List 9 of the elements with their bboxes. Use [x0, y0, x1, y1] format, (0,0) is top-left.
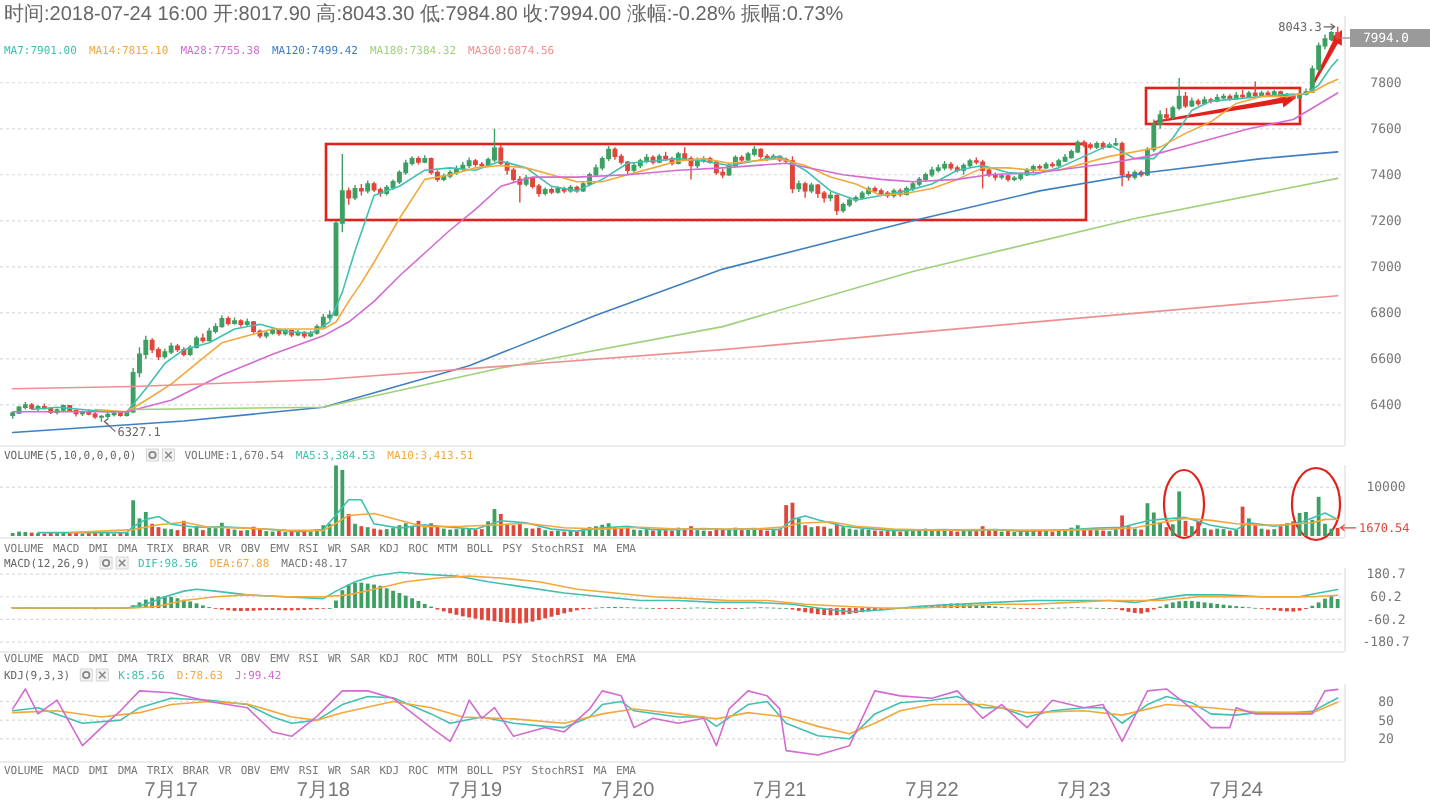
- x-tick-label: 7月24: [1209, 780, 1264, 800]
- x-tick-label: 7月21: [753, 780, 808, 800]
- x-tick-label: 7月23: [1057, 780, 1112, 800]
- x-tick-label: 7月22: [905, 780, 960, 800]
- x-tick-label: 7月20: [600, 780, 656, 800]
- chart-title: 时间:2018-07-24 16:00 开:8017.90 高:8043.30 低:7984.80 收:7994.00 涨幅:-0.28% 振幅:0.73%: [4, 2, 844, 26]
- x-tick-label: 7月17: [144, 780, 199, 800]
- x-tick-label: 7月19: [448, 780, 504, 800]
- x-tick-label: 7月18: [296, 780, 351, 800]
